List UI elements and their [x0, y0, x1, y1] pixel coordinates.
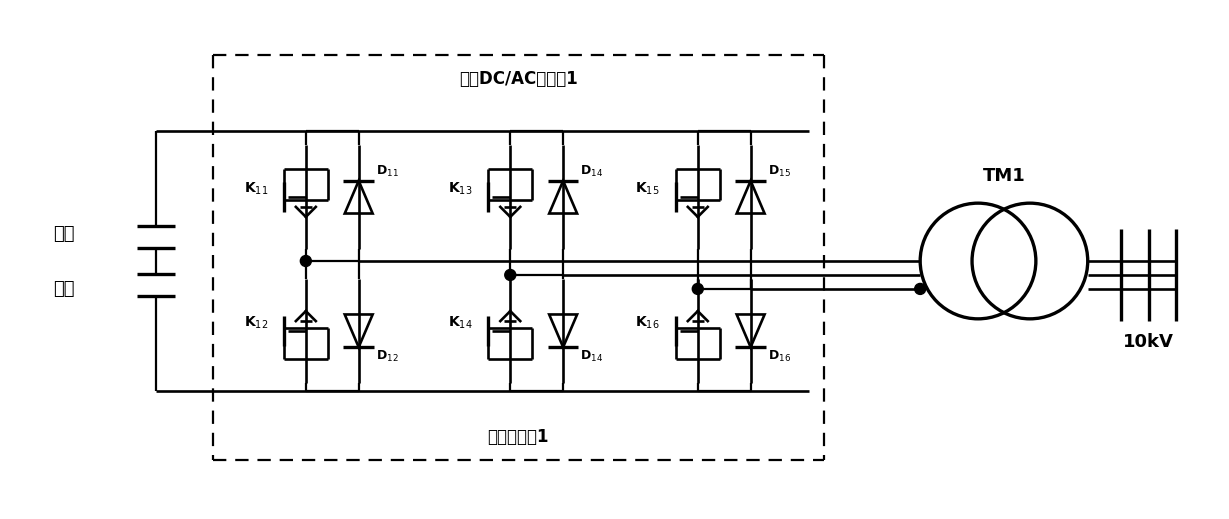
Text: TM1: TM1: [982, 167, 1025, 185]
Text: K$_{11}$: K$_{11}$: [243, 181, 268, 197]
Text: D$_{16}$: D$_{16}$: [768, 349, 790, 364]
Text: 双向DC/AC变流器1: 双向DC/AC变流器1: [458, 71, 578, 88]
Circle shape: [505, 269, 516, 280]
Text: K$_{15}$: K$_{15}$: [635, 181, 660, 197]
Text: K$_{16}$: K$_{16}$: [635, 315, 660, 331]
Text: 储能变流器1: 储能变流器1: [488, 428, 549, 445]
Text: 电容: 电容: [53, 280, 74, 298]
Text: D$_{14}$: D$_{14}$: [580, 349, 603, 364]
Circle shape: [692, 283, 703, 294]
Text: 10kV: 10kV: [1123, 333, 1174, 351]
Circle shape: [914, 283, 925, 294]
Text: K$_{14}$: K$_{14}$: [447, 315, 472, 331]
Text: D$_{14}$: D$_{14}$: [580, 163, 603, 179]
Text: K$_{12}$: K$_{12}$: [243, 315, 268, 331]
Text: D$_{12}$: D$_{12}$: [376, 349, 398, 364]
Text: D$_{11}$: D$_{11}$: [376, 163, 398, 179]
Text: D$_{15}$: D$_{15}$: [768, 163, 790, 179]
Text: K$_{13}$: K$_{13}$: [447, 181, 472, 197]
Circle shape: [300, 255, 311, 266]
Text: 超级: 超级: [53, 225, 74, 243]
